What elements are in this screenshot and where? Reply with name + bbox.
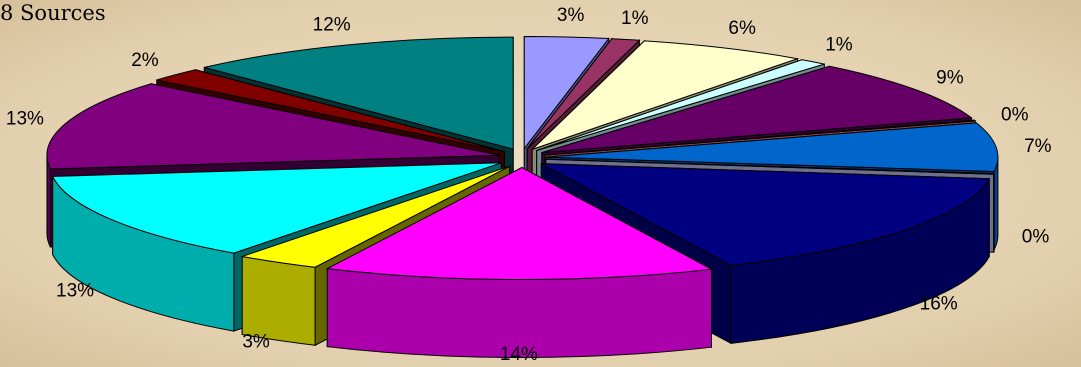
pie-slice-3 bbox=[536, 59, 825, 151]
pie-slice-14 bbox=[204, 36, 514, 150]
percent-label: 13% bbox=[6, 108, 44, 129]
percent-label: 9% bbox=[936, 67, 964, 88]
percent-label: 0% bbox=[1022, 226, 1050, 247]
pie-slice-5 bbox=[544, 119, 977, 156]
pie-slice-2 bbox=[531, 40, 800, 150]
percent-label: 7% bbox=[1024, 136, 1052, 157]
slice-tops bbox=[46, 36, 999, 281]
pie-slice-8 bbox=[541, 163, 991, 266]
percent-label: 1% bbox=[825, 35, 853, 56]
pie-slice-9 bbox=[325, 166, 714, 281]
pie-slice-0 bbox=[523, 36, 610, 150]
percent-labels: 3% 1% 6% 1% 9% 0% 7% 0% 16% 14% 3% 13% 13% 2% 12% bbox=[6, 5, 1052, 365]
pie-slice-1 bbox=[526, 38, 641, 150]
pie-slice-13 bbox=[156, 69, 505, 152]
percent-label: 16% bbox=[920, 293, 958, 314]
percent-label: 0% bbox=[1001, 104, 1029, 125]
pie-slice-7 bbox=[545, 158, 995, 175]
percent-label: 14% bbox=[500, 344, 538, 365]
percent-label: 6% bbox=[728, 18, 756, 39]
pie-slice-11 bbox=[51, 162, 502, 254]
pie-slice-4 bbox=[541, 65, 973, 154]
percent-label: 1% bbox=[621, 8, 649, 29]
percent-label: 12% bbox=[313, 15, 351, 36]
chart-title: 8 Sources bbox=[0, 1, 106, 25]
pie-slice-10 bbox=[240, 165, 510, 268]
pie-slice-6 bbox=[545, 122, 999, 172]
percent-label: 3% bbox=[557, 5, 585, 26]
percent-label: 3% bbox=[242, 332, 270, 353]
percent-label: 13% bbox=[56, 281, 94, 302]
percent-label: 2% bbox=[131, 50, 159, 71]
pie-slice-12 bbox=[46, 83, 500, 170]
